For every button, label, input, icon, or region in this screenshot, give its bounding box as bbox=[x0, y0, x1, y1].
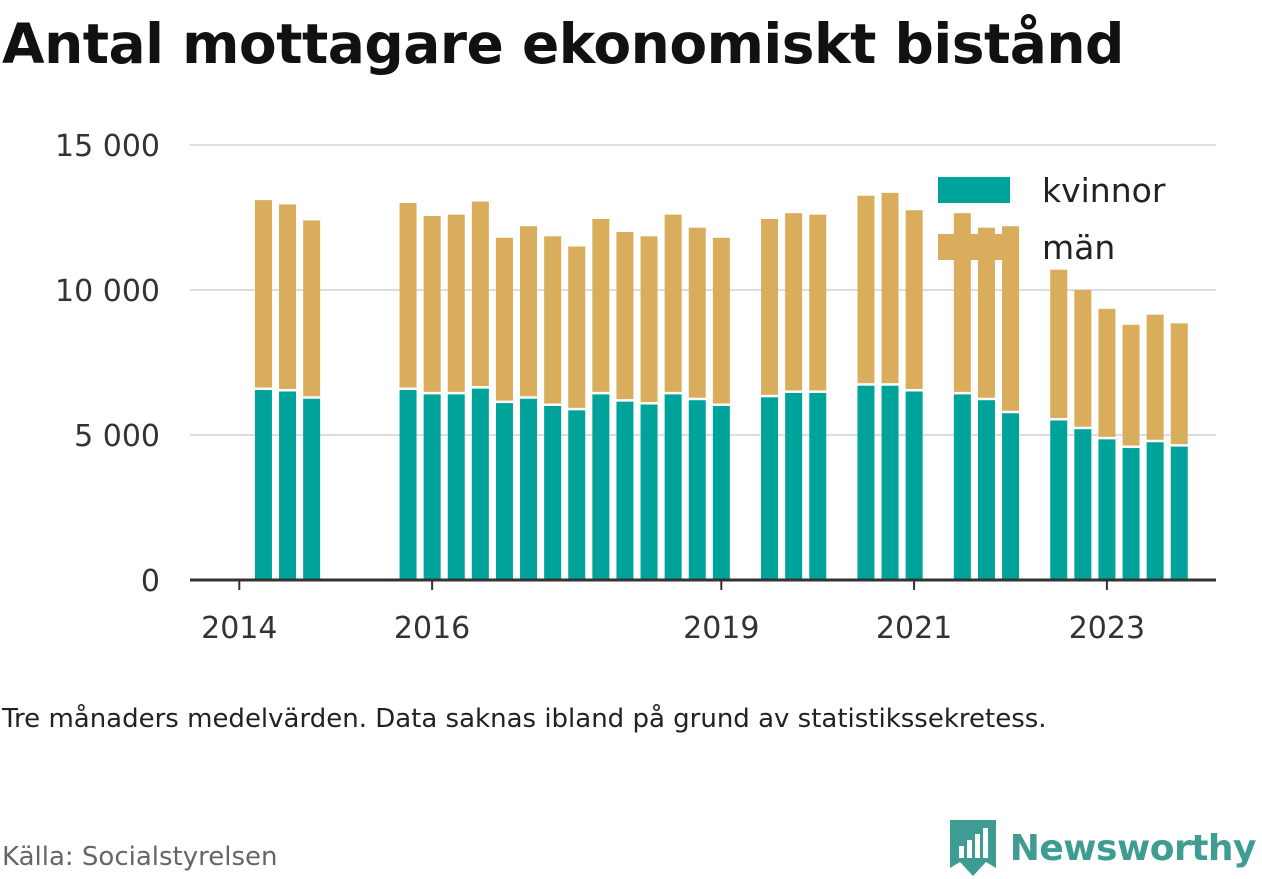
x-tick-label: 2016 bbox=[394, 611, 470, 646]
bar-kvinnor bbox=[1050, 420, 1068, 580]
x-tick-label: 2019 bbox=[683, 611, 759, 646]
bar-kvinnor bbox=[905, 391, 923, 580]
bar-kvinnor bbox=[664, 394, 682, 580]
bar-kvinnor bbox=[423, 394, 441, 580]
bar-man bbox=[905, 210, 923, 389]
bar-kvinnor bbox=[1002, 413, 1020, 580]
bar-kvinnor bbox=[520, 398, 538, 580]
legend: kvinnor män bbox=[938, 171, 1166, 267]
bar-man bbox=[303, 220, 321, 397]
bar-kvinnor bbox=[1074, 429, 1092, 580]
bar-kvinnor bbox=[1170, 446, 1188, 580]
bar-man bbox=[1122, 324, 1140, 446]
bar-kvinnor bbox=[809, 392, 827, 580]
bar-man bbox=[568, 246, 586, 408]
x-axis: 2014 2016 2019 2021 2023 bbox=[190, 578, 1216, 646]
bar-kvinnor bbox=[688, 400, 706, 580]
bar-man bbox=[399, 203, 417, 388]
x-tick-label: 2021 bbox=[876, 611, 952, 646]
bar-man bbox=[761, 218, 779, 395]
legend-swatch-kvinnor bbox=[938, 177, 1010, 203]
bar-kvinnor bbox=[471, 388, 489, 580]
legend-swatch-man bbox=[938, 234, 1010, 260]
bar-man bbox=[640, 236, 658, 403]
bar-man bbox=[809, 214, 827, 391]
bar-man bbox=[1050, 269, 1068, 418]
bar-man bbox=[592, 218, 610, 392]
bar-kvinnor bbox=[544, 406, 562, 580]
bar-kvinnor bbox=[495, 403, 513, 580]
bar-man bbox=[544, 236, 562, 404]
bar-kvinnor bbox=[1098, 439, 1116, 580]
bars bbox=[254, 192, 1188, 580]
newsworthy-logo-icon bbox=[949, 820, 996, 876]
bar-kvinnor bbox=[303, 398, 321, 580]
x-tick-label: 2014 bbox=[201, 611, 277, 646]
bar-man bbox=[616, 232, 634, 400]
bar-man bbox=[977, 227, 995, 398]
bar-kvinnor bbox=[1146, 442, 1164, 580]
bar-kvinnor bbox=[279, 391, 297, 580]
bar-man bbox=[279, 204, 297, 389]
bar-man bbox=[447, 214, 465, 392]
bar-man bbox=[1146, 314, 1164, 440]
bar-man bbox=[254, 200, 272, 388]
bar-man bbox=[520, 226, 538, 397]
bar-kvinnor bbox=[399, 390, 417, 580]
bar-kvinnor bbox=[712, 406, 730, 580]
bar-man bbox=[664, 214, 682, 392]
bar-kvinnor bbox=[1122, 448, 1140, 580]
bar-man bbox=[881, 192, 899, 384]
bar-man bbox=[688, 227, 706, 398]
bar-kvinnor bbox=[881, 385, 899, 580]
bar-kvinnor bbox=[857, 385, 875, 580]
bar-man bbox=[1074, 290, 1092, 427]
bar-man bbox=[423, 216, 441, 392]
bar-man bbox=[1170, 323, 1188, 445]
bar-man bbox=[495, 237, 513, 401]
bar-kvinnor bbox=[761, 397, 779, 580]
bar-kvinnor bbox=[616, 401, 634, 580]
bar-kvinnor bbox=[254, 390, 272, 580]
bar-kvinnor bbox=[447, 394, 465, 580]
bar-kvinnor bbox=[568, 410, 586, 580]
bar-kvinnor bbox=[977, 400, 995, 580]
bar-kvinnor bbox=[785, 392, 803, 580]
bar-man bbox=[712, 237, 730, 404]
brand-name: Newsworthy bbox=[1009, 827, 1257, 869]
newsworthy-brand: Newsworthy bbox=[948, 818, 1257, 878]
bar-kvinnor bbox=[592, 394, 610, 580]
legend-label-kvinnor: kvinnor bbox=[1042, 171, 1166, 210]
bar-kvinnor bbox=[640, 404, 658, 580]
x-tick-label: 2023 bbox=[1069, 611, 1145, 646]
y-tick-label: 0 bbox=[141, 564, 160, 599]
bar-man bbox=[471, 201, 489, 387]
bar-man bbox=[1002, 226, 1020, 411]
chart-note: Tre månaders medelvärden. Data saknas ib… bbox=[2, 704, 1047, 734]
source-credit: Källa: Socialstyrelsen bbox=[2, 842, 278, 872]
bar-kvinnor bbox=[953, 394, 971, 580]
bar-man bbox=[785, 213, 803, 391]
chart-title: Antal mottagare ekonomiskt bistånd bbox=[2, 12, 1124, 76]
bar-man bbox=[1098, 308, 1116, 437]
y-tick-label: 5 000 bbox=[74, 419, 160, 454]
bar-man bbox=[857, 195, 875, 384]
y-tick-label: 10 000 bbox=[55, 274, 160, 309]
y-tick-label: 15 000 bbox=[55, 129, 160, 164]
legend-label-man: män bbox=[1042, 228, 1115, 267]
